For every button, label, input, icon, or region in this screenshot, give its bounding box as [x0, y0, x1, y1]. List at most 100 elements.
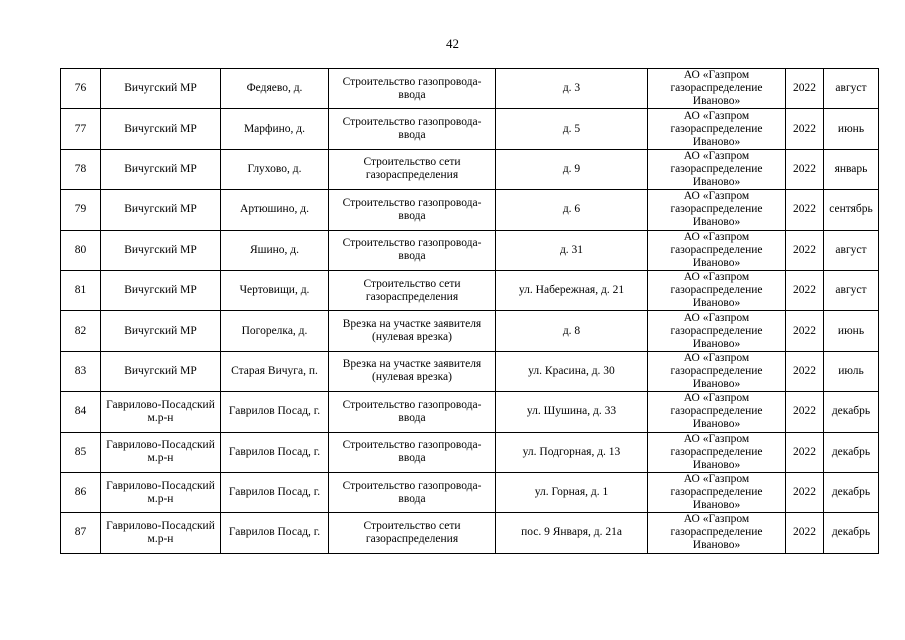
cell-district: Гаврилово-Посадский м.р-н	[100, 391, 221, 433]
cell-month: июнь	[823, 310, 879, 352]
cell-locality: Чертовищи, д.	[220, 269, 329, 312]
cell-org: АО «Газпром газораспределение Иваново»	[647, 471, 786, 514]
table-row: 87 Гаврилово-Посадский м.р-н Гаврилов Поса…	[60, 512, 879, 554]
gasification-table: 76 Вичугский МР Федяево, д. Строительство г…	[60, 67, 879, 554]
cell-year: 2022	[785, 269, 824, 312]
cell-year: 2022	[785, 67, 824, 110]
cell-work: Врезка на участке заявителя (нулевая вре…	[328, 310, 496, 352]
table-row: 85 Гаврилово-Посадский м.р-н Гаврилов Поса…	[60, 431, 879, 473]
cell-address: д. 8	[495, 310, 648, 352]
cell-address: пос. 9 Января, д. 21а	[495, 512, 648, 554]
cell-district: Вичугский МР	[100, 189, 221, 231]
cell-num: 79	[60, 189, 101, 231]
cell-org: АО «Газпром газораспределение Иваново»	[647, 512, 786, 554]
cell-org: АО «Газпром газораспределение Иваново»	[647, 148, 786, 191]
cell-work: Строительство газопровода-ввода	[328, 189, 496, 231]
cell-address: ул. Подгорная, д. 13	[495, 431, 648, 473]
cell-year: 2022	[785, 310, 824, 352]
cell-num: 76	[60, 67, 101, 110]
cell-address: ул. Горная, д. 1	[495, 471, 648, 514]
cell-locality: Старая Вичуга, п.	[220, 350, 329, 393]
cell-locality: Гаврилов Посад, г.	[220, 471, 329, 514]
cell-work: Строительство газопровода-ввода	[328, 108, 496, 150]
cell-month: декабрь	[823, 512, 879, 554]
cell-year: 2022	[785, 108, 824, 150]
cell-locality: Артюшино, д.	[220, 189, 329, 231]
cell-district: Гаврилово-Посадский м.р-н	[100, 471, 221, 514]
cell-locality: Гаврилов Посад, г.	[220, 431, 329, 473]
table-row: 80 Вичугский МР Яшино, д. Строительство газ…	[60, 229, 879, 271]
cell-district: Вичугский МР	[100, 229, 221, 271]
table-row: 79 Вичугский МР Артюшино, д. Строительство …	[60, 189, 879, 231]
cell-org: АО «Газпром газораспределение Иваново»	[647, 229, 786, 271]
cell-address: д. 3	[495, 67, 648, 110]
cell-num: 77	[60, 108, 101, 150]
cell-district: Вичугский МР	[100, 269, 221, 312]
cell-num: 78	[60, 148, 101, 191]
table-row: 81 Вичугский МР Чертовищи, д. Строительство…	[60, 269, 879, 312]
cell-locality: Гаврилов Посад, г.	[220, 512, 329, 554]
cell-work: Строительство газопровода-ввода	[328, 229, 496, 271]
page-number: 42	[446, 36, 459, 51]
cell-org: АО «Газпром газораспределение Иваново»	[647, 189, 786, 231]
cell-month: сентябрь	[823, 189, 879, 231]
cell-year: 2022	[785, 431, 824, 473]
cell-year: 2022	[785, 148, 824, 191]
cell-year: 2022	[785, 229, 824, 271]
table-row: 77 Вичугский МР Марфино, д. Строительство г…	[60, 108, 879, 150]
cell-work: Строительство сети газораспределения	[328, 512, 496, 554]
cell-address: ул. Набережная, д. 21	[495, 269, 648, 312]
cell-address: д. 6	[495, 189, 648, 231]
cell-month: июль	[823, 350, 879, 393]
table-row: 82 Вичугский МР Погорелка, д. Врезка на уча…	[60, 310, 879, 352]
cell-work: Строительство газопровода-ввода	[328, 431, 496, 473]
cell-month: декабрь	[823, 431, 879, 473]
cell-work: Строительство сети газораспределения	[328, 269, 496, 312]
cell-locality: Глухово, д.	[220, 148, 329, 191]
cell-district: Вичугский МР	[100, 148, 221, 191]
cell-org: АО «Газпром газораспределение Иваново»	[647, 67, 786, 110]
table-row: 84 Гаврилово-Посадский м.р-н Гаврилов Поса…	[60, 391, 879, 433]
cell-num: 84	[60, 391, 101, 433]
cell-month: август	[823, 67, 879, 110]
cell-work: Врезка на участке заявителя (нулевая вре…	[328, 350, 496, 393]
cell-address: д. 5	[495, 108, 648, 150]
cell-org: АО «Газпром газораспределение Иваново»	[647, 108, 786, 150]
cell-org: АО «Газпром газораспределение Иваново»	[647, 391, 786, 433]
cell-num: 87	[60, 512, 101, 554]
cell-month: июнь	[823, 108, 879, 150]
cell-year: 2022	[785, 471, 824, 514]
table-row: 83 Вичугский МР Старая Вичуга, п. Врезка на…	[60, 350, 879, 393]
cell-address: д. 9	[495, 148, 648, 191]
cell-locality: Яшино, д.	[220, 229, 329, 271]
cell-org: АО «Газпром газораспределение Иваново»	[647, 310, 786, 352]
cell-district: Гаврилово-Посадский м.р-н	[100, 512, 221, 554]
cell-district: Гаврилово-Посадский м.р-н	[100, 431, 221, 473]
cell-month: декабрь	[823, 391, 879, 433]
cell-num: 81	[60, 269, 101, 312]
cell-year: 2022	[785, 189, 824, 231]
cell-work: Строительство сети газораспределения	[328, 148, 496, 191]
cell-num: 85	[60, 431, 101, 473]
cell-district: Вичугский МР	[100, 67, 221, 110]
cell-num: 83	[60, 350, 101, 393]
table-row: 86 Гаврилово-Посадский м.р-н Гаврилов Поса…	[60, 471, 879, 514]
cell-num: 82	[60, 310, 101, 352]
cell-work: Строительство газопровода-ввода	[328, 391, 496, 433]
cell-org: АО «Газпром газораспределение Иваново»	[647, 431, 786, 473]
table-row: 78 Вичугский МР Глухово, д. Строительство с…	[60, 148, 879, 191]
cell-address: ул. Шушина, д. 33	[495, 391, 648, 433]
cell-num: 80	[60, 229, 101, 271]
cell-address: ул. Красина, д. 30	[495, 350, 648, 393]
cell-district: Вичугский МР	[100, 108, 221, 150]
cell-address: д. 31	[495, 229, 648, 271]
cell-work: Строительство газопровода-ввода	[328, 67, 496, 110]
cell-district: Вичугский МР	[100, 310, 221, 352]
cell-locality: Федяево, д.	[220, 67, 329, 110]
cell-month: август	[823, 229, 879, 271]
cell-month: август	[823, 269, 879, 312]
cell-year: 2022	[785, 350, 824, 393]
table-row: 76 Вичугский МР Федяево, д. Строительство г…	[60, 67, 879, 110]
cell-num: 86	[60, 471, 101, 514]
cell-locality: Погорелка, д.	[220, 310, 329, 352]
